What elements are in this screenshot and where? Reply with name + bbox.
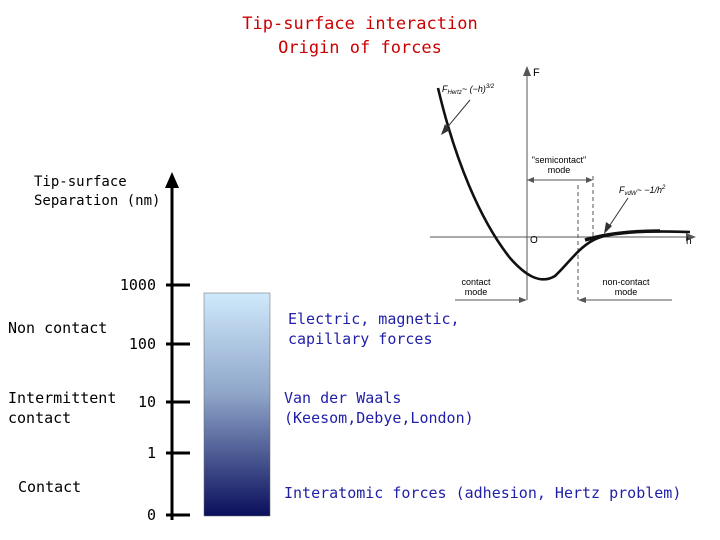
- force-distance-graph: F h O FHertz~ (−h)3/2 FvdW~ −1/h2 "semic…: [430, 66, 696, 303]
- vdw-formula: FvdW~ −1/h2: [619, 185, 666, 197]
- title-line-1: Tip-surface interaction: [242, 14, 478, 34]
- vdw-line-1: Van der Waals: [284, 389, 402, 407]
- intermittent-line-1: Intermittent: [8, 389, 117, 407]
- semicontact-label-line-1: "semicontact": [532, 155, 586, 165]
- title-line-2: Origin of forces: [278, 38, 442, 58]
- regime-intermittent-contact: Intermittent contact: [8, 388, 116, 428]
- regime-contact: Contact: [18, 478, 82, 496]
- intermittent-line-2: contact: [8, 409, 72, 427]
- force-interatomic: Interatomic forces (adhesion, Hertz prob…: [284, 484, 682, 502]
- force-electric-magnetic-capillary: Electric, magnetic, capillary forces: [288, 309, 460, 349]
- f-axis-label: F: [533, 67, 540, 79]
- axis-label-line-1: Tip-surface: [34, 174, 127, 190]
- contact-mode-label-line-1: contact: [461, 277, 491, 287]
- hertz-formula: FHertz~ (−h)3/2: [442, 84, 495, 96]
- vdw-line-2: (Keesom,Debye,London): [284, 409, 474, 427]
- separation-axis: [165, 172, 190, 520]
- origin-label: O: [530, 235, 538, 246]
- tick-label-1000: 1000: [119, 276, 156, 294]
- force-van-der-waals: Van der Waals (Keesom,Debye,London): [284, 388, 474, 428]
- electric-line-1: Electric, magnetic,: [288, 310, 460, 328]
- separation-gradient-bar: [203, 292, 271, 517]
- tick-label-0: 0: [146, 506, 156, 524]
- electric-line-2: capillary forces: [288, 330, 433, 348]
- h-axis-label: h: [686, 236, 692, 247]
- noncontact-mode-label-line-2: mode: [615, 287, 638, 297]
- semicontact-label-line-2: mode: [548, 165, 571, 175]
- tick-label-1: 1: [146, 444, 156, 462]
- tick-label-10: 10: [137, 393, 156, 411]
- contact-mode-label-line-2: mode: [465, 287, 488, 297]
- regime-non-contact: Non contact: [8, 319, 108, 337]
- force-curve: [436, 87, 691, 281]
- slide-title: Tip-surface interaction Origin of forces: [0, 12, 720, 60]
- separation-axis-label: Tip-surface Separation (nm): [34, 173, 160, 211]
- tick-label-100: 100: [128, 335, 156, 353]
- axis-label-line-2: Separation (nm): [34, 193, 161, 209]
- noncontact-mode-label-line-1: non-contact: [602, 277, 650, 287]
